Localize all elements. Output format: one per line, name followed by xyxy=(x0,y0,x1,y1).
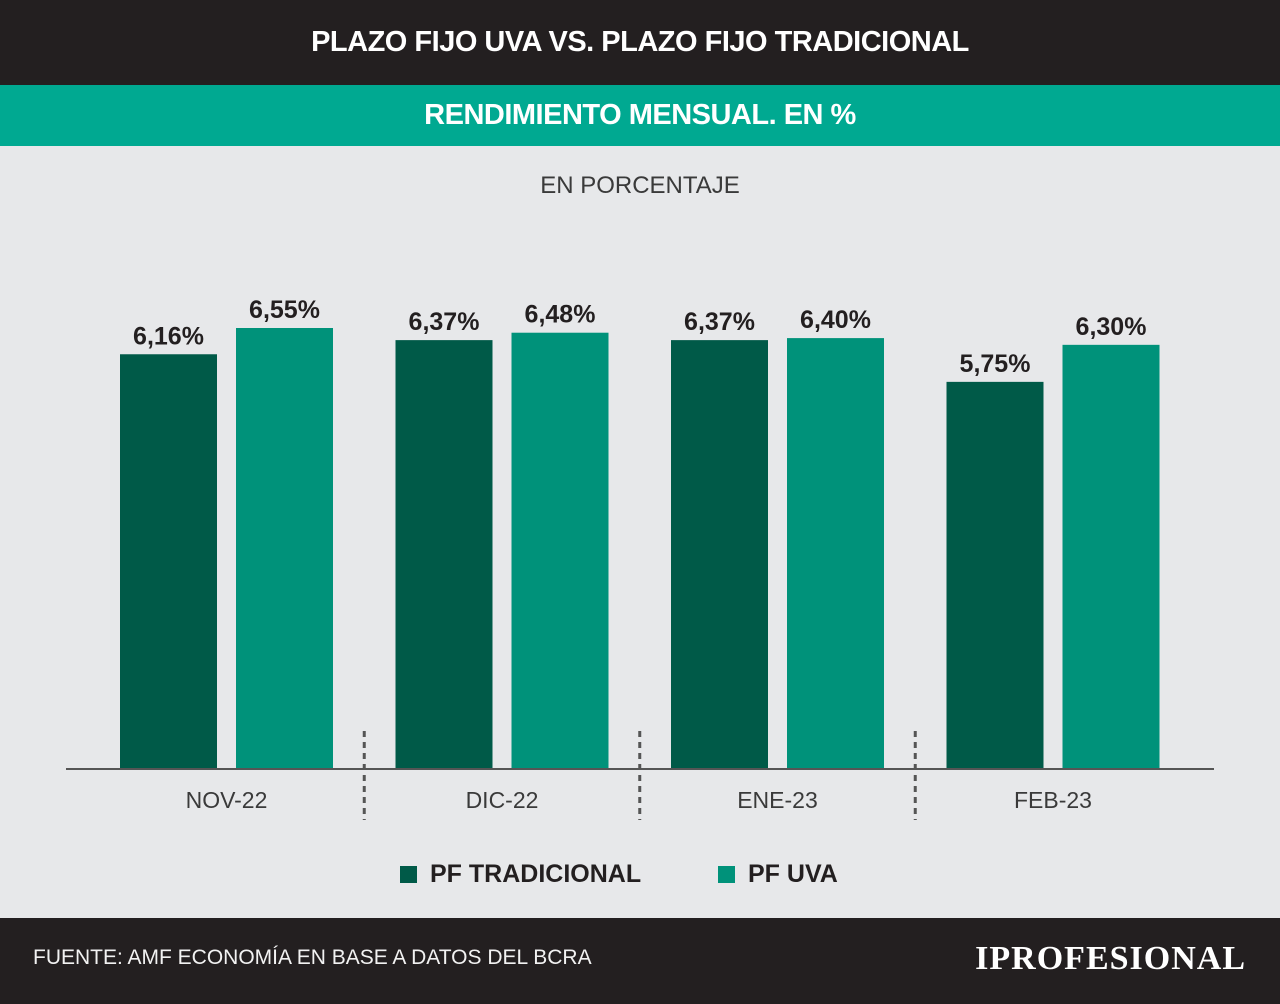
x-tick-label: NOV-22 xyxy=(186,787,268,813)
brand-logo: IPROFESIONAL xyxy=(975,940,1246,977)
x-tick-label: DIC-22 xyxy=(466,787,539,813)
data-label: 6,37% xyxy=(684,308,755,336)
legend-label-pf-uva: PF UVA xyxy=(748,859,838,888)
chart-title: PLAZO FIJO UVA VS. PLAZO FIJO TRADICIONA… xyxy=(311,26,969,58)
x-tick-label: ENE-23 xyxy=(737,787,818,813)
chart-subtitle: RENDIMIENTO MENSUAL. EN % xyxy=(424,99,856,131)
data-label: 6,48% xyxy=(525,301,596,329)
source-note: FUENTE: AMF ECONOMÍA EN BASE A DATOS DEL… xyxy=(33,946,592,969)
bar xyxy=(787,338,884,769)
bar xyxy=(236,328,333,769)
legend-item-pf-tradicional: PF TRADICIONAL xyxy=(400,856,641,892)
legend-label-pf-tradicional: PF TRADICIONAL xyxy=(430,859,642,888)
x-tick-label: FEB-23 xyxy=(1014,787,1092,813)
legend-swatch-pf-tradicional xyxy=(400,865,417,883)
bar-chart: 6,16% 6,55% NOV-22 6,37% 6,48% DIC-22 6,37% 6,4… xyxy=(66,296,1214,820)
bar xyxy=(946,381,1044,769)
bar xyxy=(511,332,609,769)
data-label: 6,37% xyxy=(409,308,480,336)
footer-bar: FUENTE: AMF ECONOMÍA EN BASE A DATOS DEL… xyxy=(0,918,1280,1004)
data-label: 6,40% xyxy=(800,306,871,334)
subtitle-bar: RENDIMIENTO MENSUAL. EN % xyxy=(0,85,1280,146)
bar xyxy=(120,354,217,769)
data-label: 6,30% xyxy=(1076,313,1147,341)
data-label: 6,55% xyxy=(249,296,320,324)
data-label: 6,16% xyxy=(133,322,204,350)
bar xyxy=(671,340,768,769)
legend-swatch-pf-uva xyxy=(718,865,735,883)
title-bar: PLAZO FIJO UVA VS. PLAZO FIJO TRADICIONA… xyxy=(0,0,1280,85)
unit-label: EN PORCENTAJE xyxy=(540,172,740,199)
legend-item-pf-uva: PF UVA xyxy=(718,856,838,892)
legend: PF TRADICIONAL PF UVA xyxy=(0,856,1280,892)
bar xyxy=(1062,344,1160,769)
bar xyxy=(395,340,493,769)
data-label: 5,75% xyxy=(960,350,1031,378)
